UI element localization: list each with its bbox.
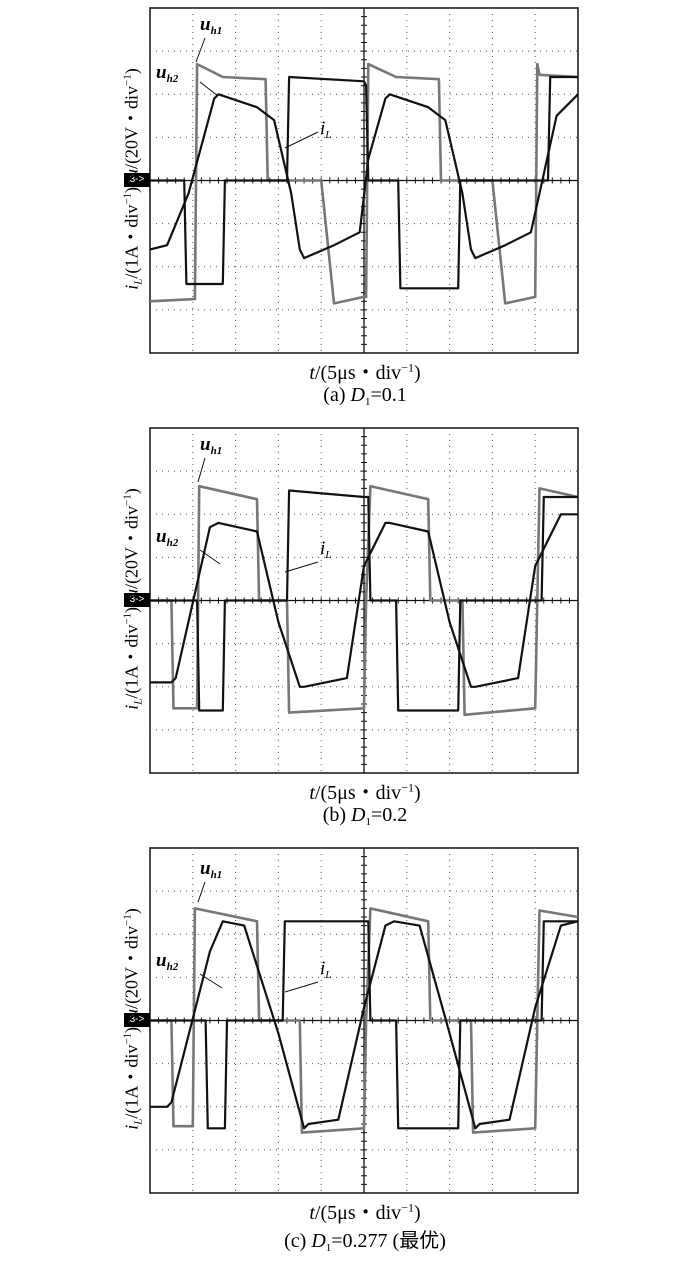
scope-panel-b: 3-> iL/(1A・div−1) u/(20V・div−1) uh1 uh2 … [0,420,700,840]
label-uh1: uh1 [200,14,223,37]
y-axis-label: iL/(1A・div−1) u/(20V・div−1) [121,68,145,290]
label-leader [199,81,219,97]
x-axis-label: t/(5μs・div−1) [309,360,421,384]
caption-b: (b) D1=0.2 [322,804,408,828]
scope-screen [149,847,579,1194]
channel-marker: 3-> [124,1013,150,1027]
label-uh1: uh1 [200,434,223,457]
label-uh1: uh1 [200,858,223,881]
trace-iL [149,93,579,260]
label-il: iL [320,538,332,561]
label-leader [197,457,206,483]
scope-screen [149,7,579,354]
label-leader [197,881,206,903]
label-leader [284,981,319,993]
channel-marker: 3-> [124,173,150,187]
label-uh2: uh2 [156,950,179,973]
scope-screen [149,427,579,774]
label-uh2: uh2 [156,526,179,549]
caption-a: (a) D1=0.1 [323,384,407,408]
trace-uh2 [150,75,578,290]
scope-panel-c: 3-> iL/(1A・div−1) u/(20V・div−1) uh1 uh2 … [0,840,700,1260]
label-uh2: uh2 [156,62,179,85]
label-leader [199,549,221,565]
label-leader [195,37,206,63]
caption-c: (c) D1=0.277 (最优) [284,1230,446,1254]
y-axis-label: iL/(1A・div−1) u/(20V・div−1) [121,908,145,1130]
x-axis-label: t/(5μs・div−1) [309,780,421,804]
y-axis-label: iL/(1A・div−1) u/(20V・div−1) [121,488,145,710]
channel-marker: 3-> [124,593,150,607]
label-leader [199,973,223,989]
trace-uh1 [150,907,579,1134]
x-axis-label: t/(5μs・div−1) [309,1200,421,1224]
trace-iL [150,920,579,1130]
scope-panel-a: 3-> iL/(1A・div−1) u/(20V・div−1) uh1 uh2 … [0,0,700,420]
trace-iL [150,513,578,688]
trace-uh2 [150,489,578,712]
label-leader [284,561,319,573]
label-il: iL [320,958,332,981]
trace-uh2 [150,920,578,1130]
label-il: iL [320,118,332,141]
label-leader [284,131,319,149]
